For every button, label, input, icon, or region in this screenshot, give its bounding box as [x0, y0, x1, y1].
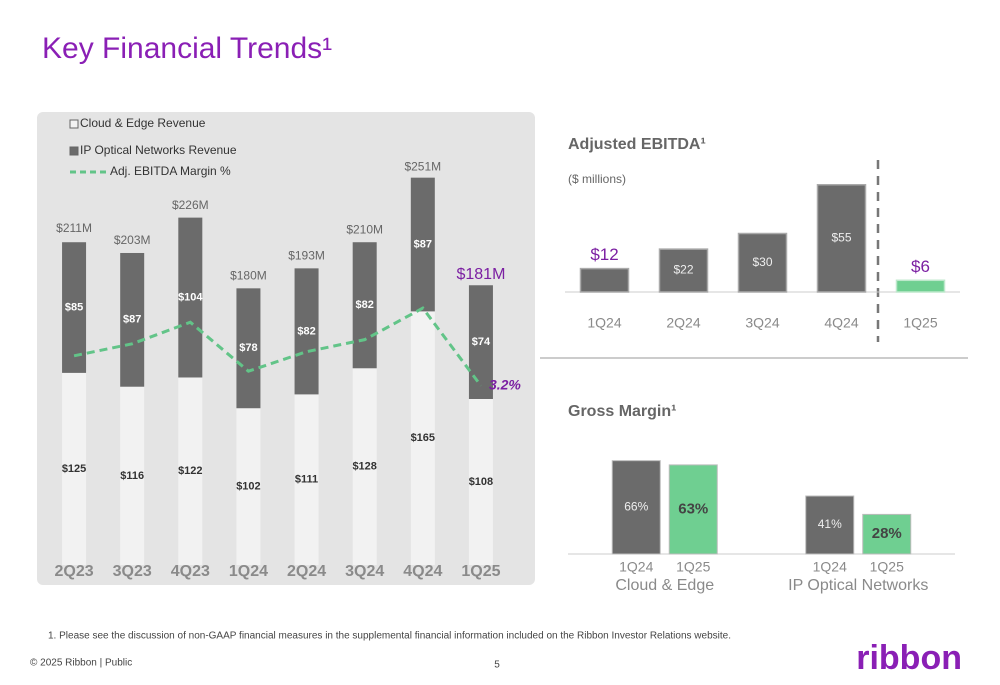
bar	[579, 267, 630, 293]
value-label: 63%	[678, 500, 708, 517]
value-label: $22	[673, 263, 693, 277]
segment-label: $104	[178, 291, 203, 303]
total-label: $251M	[404, 159, 441, 173]
bar-segment	[236, 408, 261, 565]
legend-label: IP Optical Networks Revenue	[80, 143, 237, 157]
value-label: $6	[911, 257, 930, 276]
segment-label: $74	[472, 336, 491, 348]
bar	[737, 232, 788, 293]
series-label: 1Q25	[676, 559, 710, 575]
segment-label: $122	[178, 465, 202, 477]
footer: © 2025 Ribbon | Public	[30, 658, 132, 669]
bar	[862, 513, 912, 555]
chart-subtitle: ($ millions)	[568, 172, 626, 186]
bar-segment	[410, 311, 435, 565]
logo: ribbon	[856, 639, 962, 677]
legend-swatch	[69, 146, 79, 156]
segment-label: $128	[352, 461, 376, 473]
series-label: 1Q25	[870, 559, 904, 575]
value-label: 28%	[872, 525, 902, 542]
x-tick-label: 3Q24	[745, 315, 779, 331]
x-tick-label: 4Q24	[824, 315, 858, 331]
x-tick-label: 2Q24	[287, 563, 326, 580]
x-tick-label: 4Q24	[403, 563, 442, 580]
series-label: 1Q24	[619, 559, 653, 575]
bar-segment	[352, 368, 377, 565]
x-tick-label: 1Q24	[229, 563, 268, 580]
total-label: $226M	[172, 198, 209, 212]
value-label: $55	[831, 231, 851, 245]
bar-segment	[120, 386, 145, 565]
bar	[816, 184, 867, 293]
bar-segment	[294, 268, 319, 395]
segment-label: $108	[469, 476, 493, 488]
segment-label: $116	[120, 470, 144, 482]
x-tick-label: 4Q23	[171, 563, 210, 580]
chart-title: Adjusted EBITDA¹	[568, 136, 706, 153]
total-label: $180M	[230, 269, 267, 283]
x-tick-label: 3Q24	[345, 563, 384, 580]
series-label: 1Q24	[813, 559, 847, 575]
bar-segment	[468, 399, 493, 565]
value-label: 66%	[624, 500, 648, 514]
x-tick-label: IP Optical Networks	[788, 577, 928, 594]
segment-label: $82	[356, 299, 374, 311]
bar-segment	[468, 285, 493, 399]
total-label: $193M	[288, 249, 325, 263]
bar-segment	[120, 252, 145, 387]
segment-label: $165	[411, 432, 435, 444]
page-number: 5	[494, 660, 500, 671]
bar-segment	[62, 372, 87, 565]
segment-label: $82	[297, 325, 315, 337]
chart-title: Gross Margin¹	[568, 403, 676, 420]
bar-segment	[236, 288, 261, 409]
total-label: $181M	[456, 266, 505, 283]
bar	[658, 248, 709, 293]
segment-label: $111	[295, 474, 318, 486]
bar-segment	[294, 394, 319, 565]
value-label: $30	[752, 255, 772, 269]
x-tick-label: Cloud & Edge	[615, 577, 714, 594]
line-label: 3.2%	[489, 376, 521, 392]
slide-title: Key Financial Trends¹	[42, 32, 332, 65]
bar	[668, 464, 718, 555]
segment-label: $85	[65, 301, 83, 313]
legend-swatch	[69, 119, 79, 129]
bar	[611, 460, 661, 555]
bar	[805, 495, 855, 555]
value-label: $12	[590, 245, 618, 264]
value-label: 41%	[818, 517, 842, 531]
bar-segment	[178, 217, 203, 378]
bar-segment	[352, 242, 377, 369]
x-tick-label: 1Q24	[587, 315, 621, 331]
x-tick-label: 1Q25	[903, 315, 937, 331]
segment-label: $87	[414, 238, 432, 250]
segment-label: $102	[236, 481, 260, 493]
total-label: $203M	[114, 233, 151, 247]
x-tick-label: 2Q24	[666, 315, 700, 331]
x-tick-label: 2Q23	[54, 563, 93, 580]
footnote: 1. Please see the discussion of non-GAAP…	[48, 631, 731, 642]
total-label: $211M	[56, 221, 92, 235]
segment-label: $125	[62, 463, 86, 475]
bar-segment	[62, 242, 87, 373]
x-tick-label: 3Q23	[113, 563, 152, 580]
bar-segment	[410, 177, 435, 312]
segment-label: $87	[123, 314, 141, 326]
legend-label: Adj. EBITDA Margin %	[110, 164, 231, 178]
total-label: $210M	[346, 222, 383, 236]
bar-segment	[178, 377, 203, 565]
panel	[37, 112, 535, 585]
margin-line	[73, 306, 483, 387]
segment-label: $78	[239, 342, 257, 354]
bar	[895, 279, 946, 293]
x-tick-label: 1Q25	[461, 563, 500, 580]
legend-label: Cloud & Edge Revenue	[80, 116, 206, 130]
